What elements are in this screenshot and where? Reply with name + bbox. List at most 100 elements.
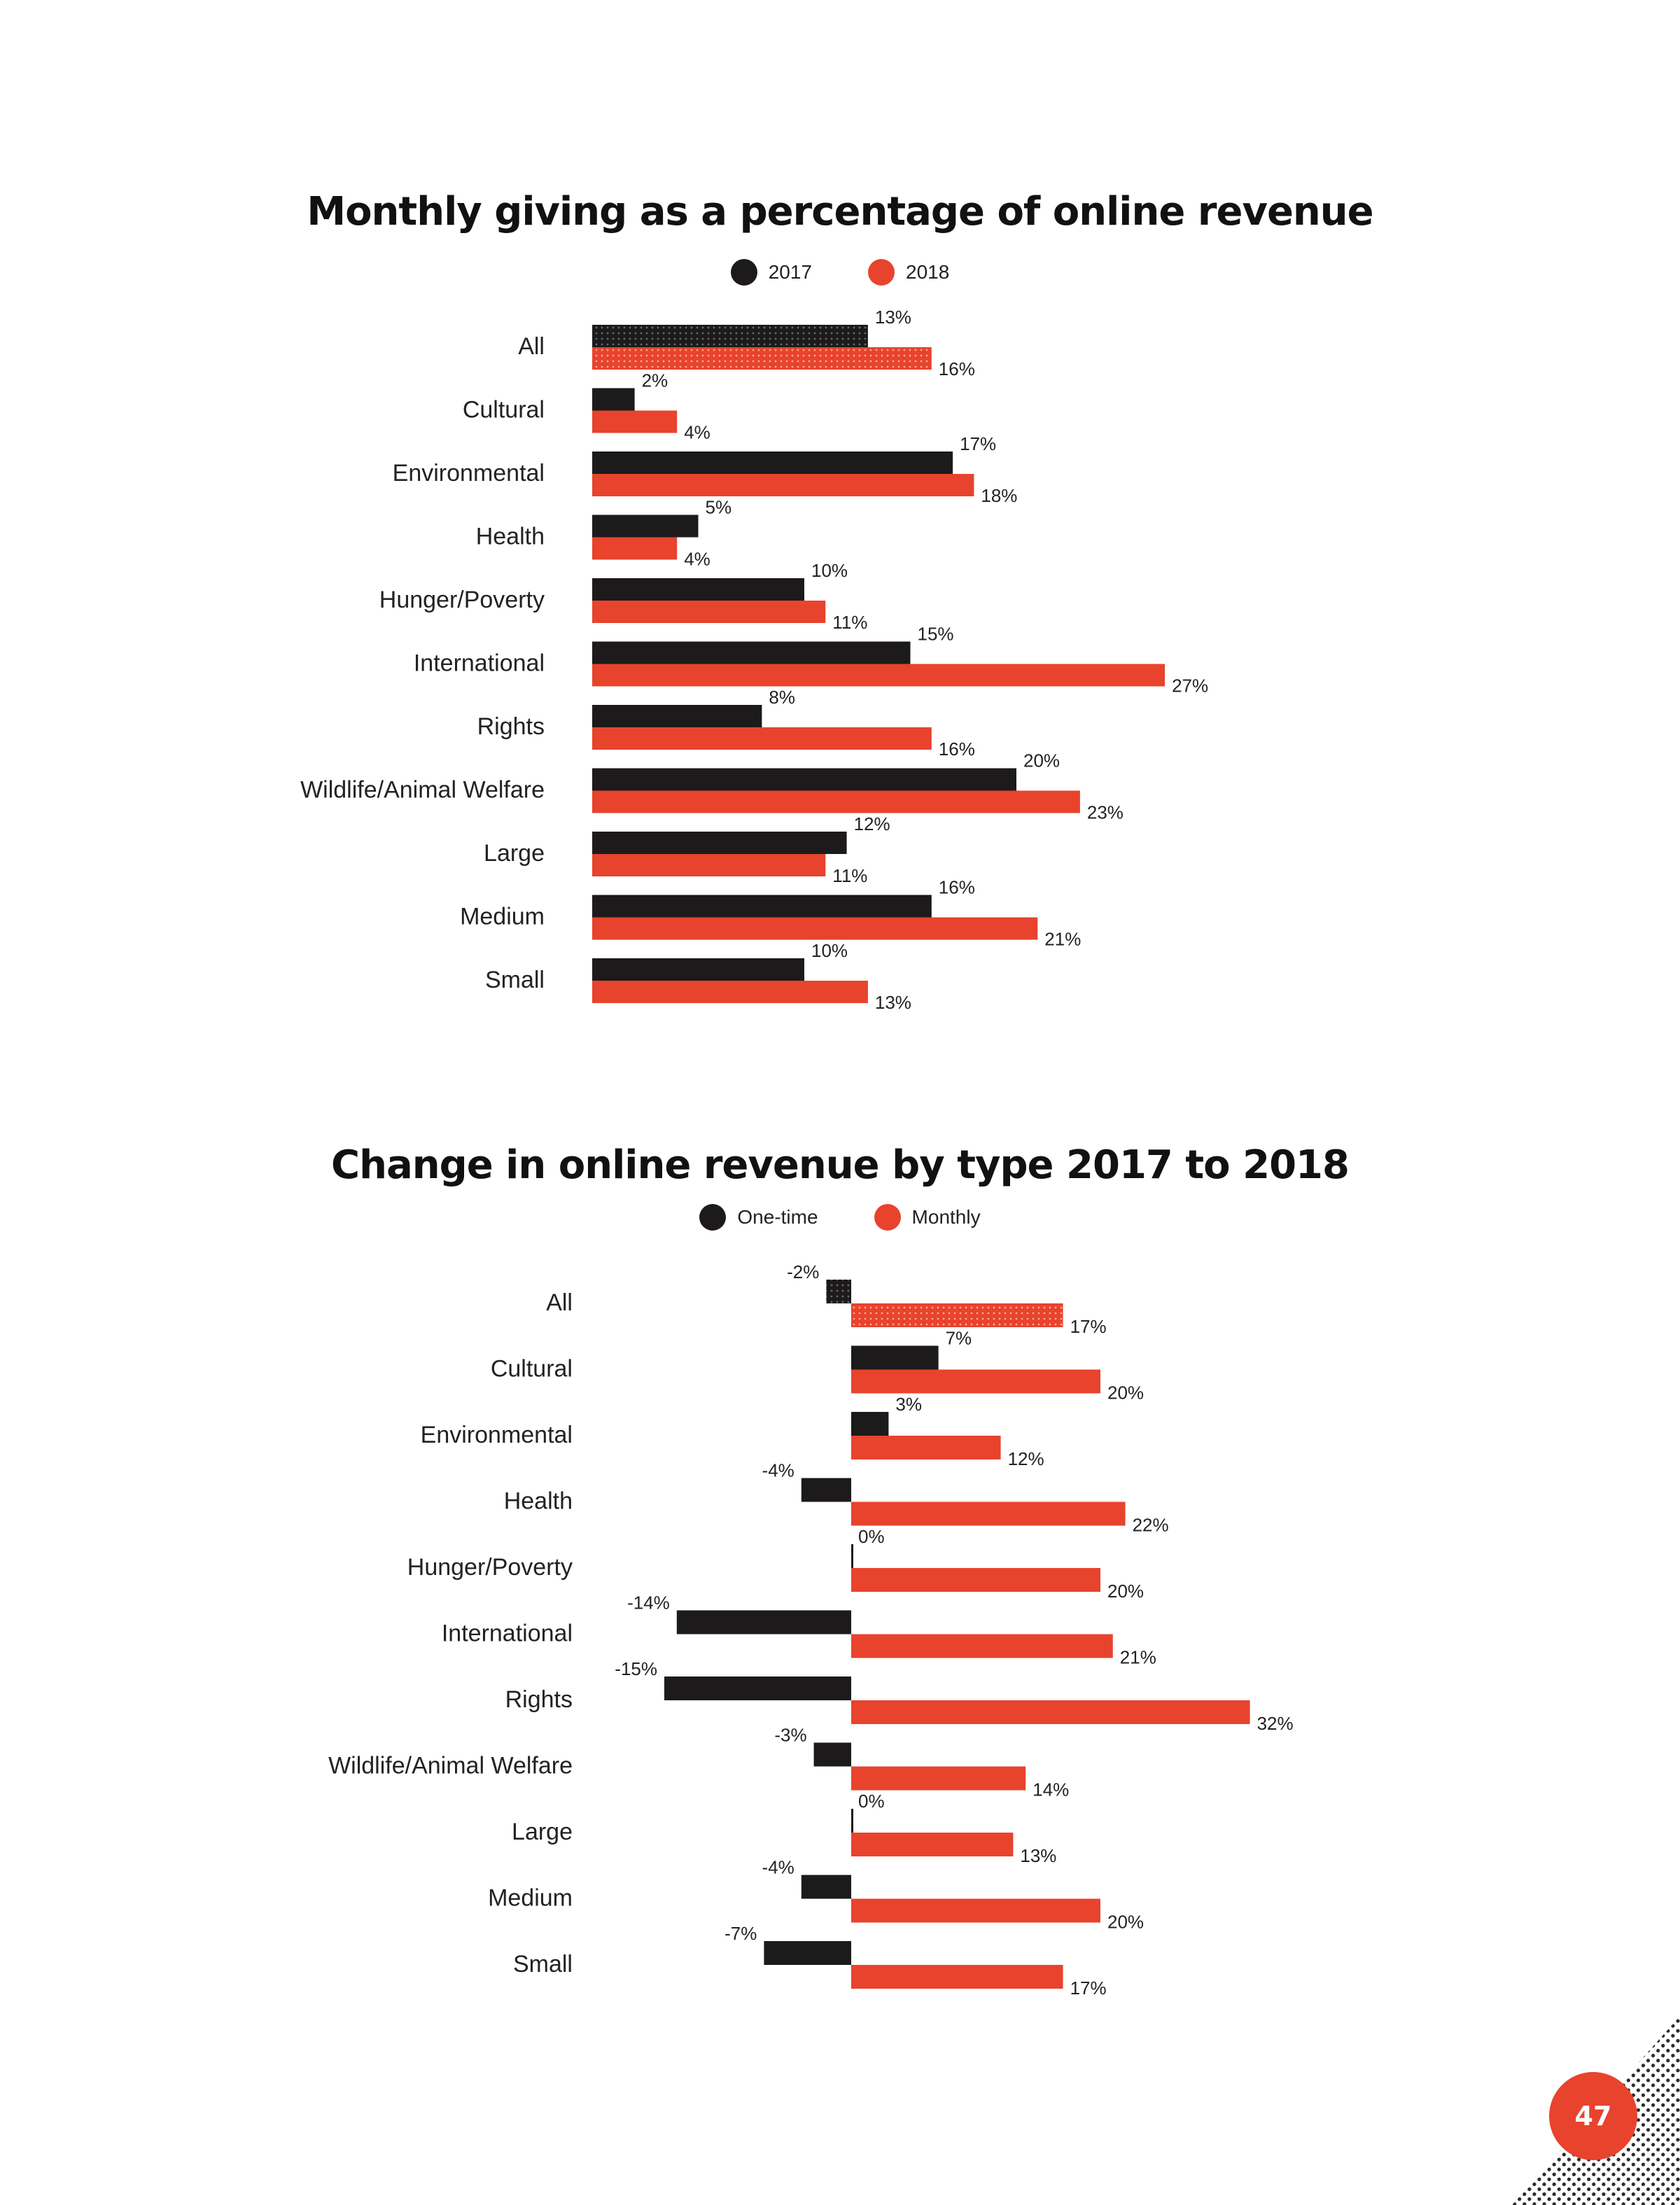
bar-series2 [592, 664, 1166, 687]
legend-label: 2017 [768, 261, 812, 283]
data-label: 3% [895, 1394, 922, 1415]
category-label: International [442, 1620, 573, 1647]
data-label: -4% [762, 1857, 794, 1878]
data-label: 20% [1023, 750, 1060, 771]
category-label: All [546, 1289, 573, 1316]
bar-series2 [592, 410, 678, 433]
category-label: Hunger/Poverty [379, 587, 545, 613]
data-label: 0% [858, 1526, 885, 1547]
legend-swatch-red [868, 259, 895, 286]
data-label: 17% [1070, 1977, 1107, 1998]
bar-series2 [592, 854, 826, 876]
legend-swatch-black [730, 259, 757, 286]
chart-title: Monthly giving as a percentage of online… [307, 189, 1373, 234]
bar-series2 [592, 981, 868, 1003]
bar-series1 [592, 388, 635, 411]
bar-series1 [801, 1875, 851, 1899]
data-label: 12% [854, 813, 890, 834]
data-label: 15% [918, 624, 954, 645]
data-label: 13% [875, 992, 911, 1013]
data-label: -14% [627, 1592, 670, 1614]
data-label: -3% [774, 1725, 806, 1746]
bar-series1 [592, 768, 1016, 791]
chart-legend: 2017 2018 [0, 259, 1680, 286]
data-label: 16% [939, 738, 975, 760]
data-label: -4% [762, 1460, 794, 1481]
legend-label: Monthly [911, 1206, 981, 1228]
category-label: Large [484, 840, 545, 867]
category-label: Hunger/Poverty [407, 1554, 573, 1581]
bar-series2 [851, 1369, 1100, 1394]
category-label: Wildlife/Animal Welfare [328, 1753, 573, 1779]
category-label: International [414, 650, 545, 677]
data-label: 21% [1120, 1647, 1156, 1668]
data-label: 4% [684, 549, 710, 570]
legend-swatch-black [699, 1204, 727, 1231]
data-label: 17% [960, 433, 996, 454]
category-label: Medium [460, 904, 545, 930]
bar-series2 [592, 917, 1038, 940]
data-label: 13% [875, 308, 911, 328]
bar-series1 [664, 1676, 851, 1700]
data-label: -2% [787, 1261, 819, 1282]
category-label: Health [476, 524, 545, 550]
bar-series1 [592, 895, 932, 918]
bar-series1 [592, 958, 804, 981]
bar-series2 [592, 727, 932, 750]
chart-revenue-change: All -2% 17% Cultural 7% 20% Environmental 3% 12%… [328, 1261, 1294, 1998]
legend-item-monthly: Monthly [874, 1204, 981, 1231]
data-label: 17% [1070, 1316, 1107, 1337]
bar-series2 [851, 1833, 1014, 1856]
bar-series1 [851, 1809, 853, 1833]
category-label: Small [513, 1951, 573, 1977]
bar-series2 [851, 1898, 1100, 1923]
bar-series2 [851, 1303, 1063, 1327]
data-label: 11% [832, 865, 867, 886]
bar-series1 [592, 451, 953, 474]
category-label: Rights [477, 713, 545, 740]
data-label: -7% [724, 1923, 757, 1944]
data-label: 11% [832, 612, 867, 633]
data-label: 8% [769, 687, 795, 708]
data-label: -15% [615, 1658, 657, 1679]
bar-series1 [592, 325, 868, 347]
bar-series2 [851, 1634, 1113, 1658]
bar-series1 [592, 832, 847, 854]
data-label: 13% [1020, 1845, 1056, 1866]
category-label: Health [504, 1488, 573, 1515]
bar-series2 [851, 1568, 1100, 1592]
bar-series1 [764, 1941, 851, 1965]
category-label: Environmental [393, 460, 545, 486]
bar-series2 [851, 1700, 1250, 1724]
bar-series2 [851, 1502, 1126, 1526]
data-label: 7% [946, 1328, 972, 1349]
bar-series2 [592, 347, 932, 370]
data-label: 20% [1107, 1912, 1144, 1933]
category-label: Cultural [463, 397, 545, 424]
bar-series2 [851, 1436, 1001, 1460]
bar-series1 [851, 1412, 889, 1436]
bar-series1 [851, 1544, 853, 1568]
data-label: 14% [1032, 1779, 1069, 1800]
data-label: 27% [1172, 676, 1208, 696]
bar-series2 [592, 474, 974, 496]
bar-series1 [592, 705, 762, 727]
bar-series1 [592, 514, 699, 538]
data-label: 12% [1008, 1448, 1044, 1469]
category-label: Wildlife/Animal Welfare [300, 777, 545, 804]
category-label: Rights [505, 1686, 573, 1713]
data-label: 10% [811, 940, 848, 961]
category-label: Large [512, 1819, 573, 1845]
bar-series1 [813, 1742, 851, 1767]
data-label: 10% [811, 560, 848, 581]
bar-series2 [592, 537, 678, 560]
category-label: Environmental [421, 1422, 573, 1448]
category-label: Cultural [491, 1356, 573, 1382]
legend-item-2017: 2017 [730, 259, 812, 286]
bar-series1 [851, 1345, 939, 1370]
page-number-badge: 47 [1549, 2072, 1637, 2160]
legend-item-one-time: One-time [699, 1204, 818, 1231]
data-label: 0% [858, 1791, 885, 1812]
chart-legend: One-time Monthly [0, 1204, 1680, 1231]
legend-label: 2018 [906, 261, 950, 283]
